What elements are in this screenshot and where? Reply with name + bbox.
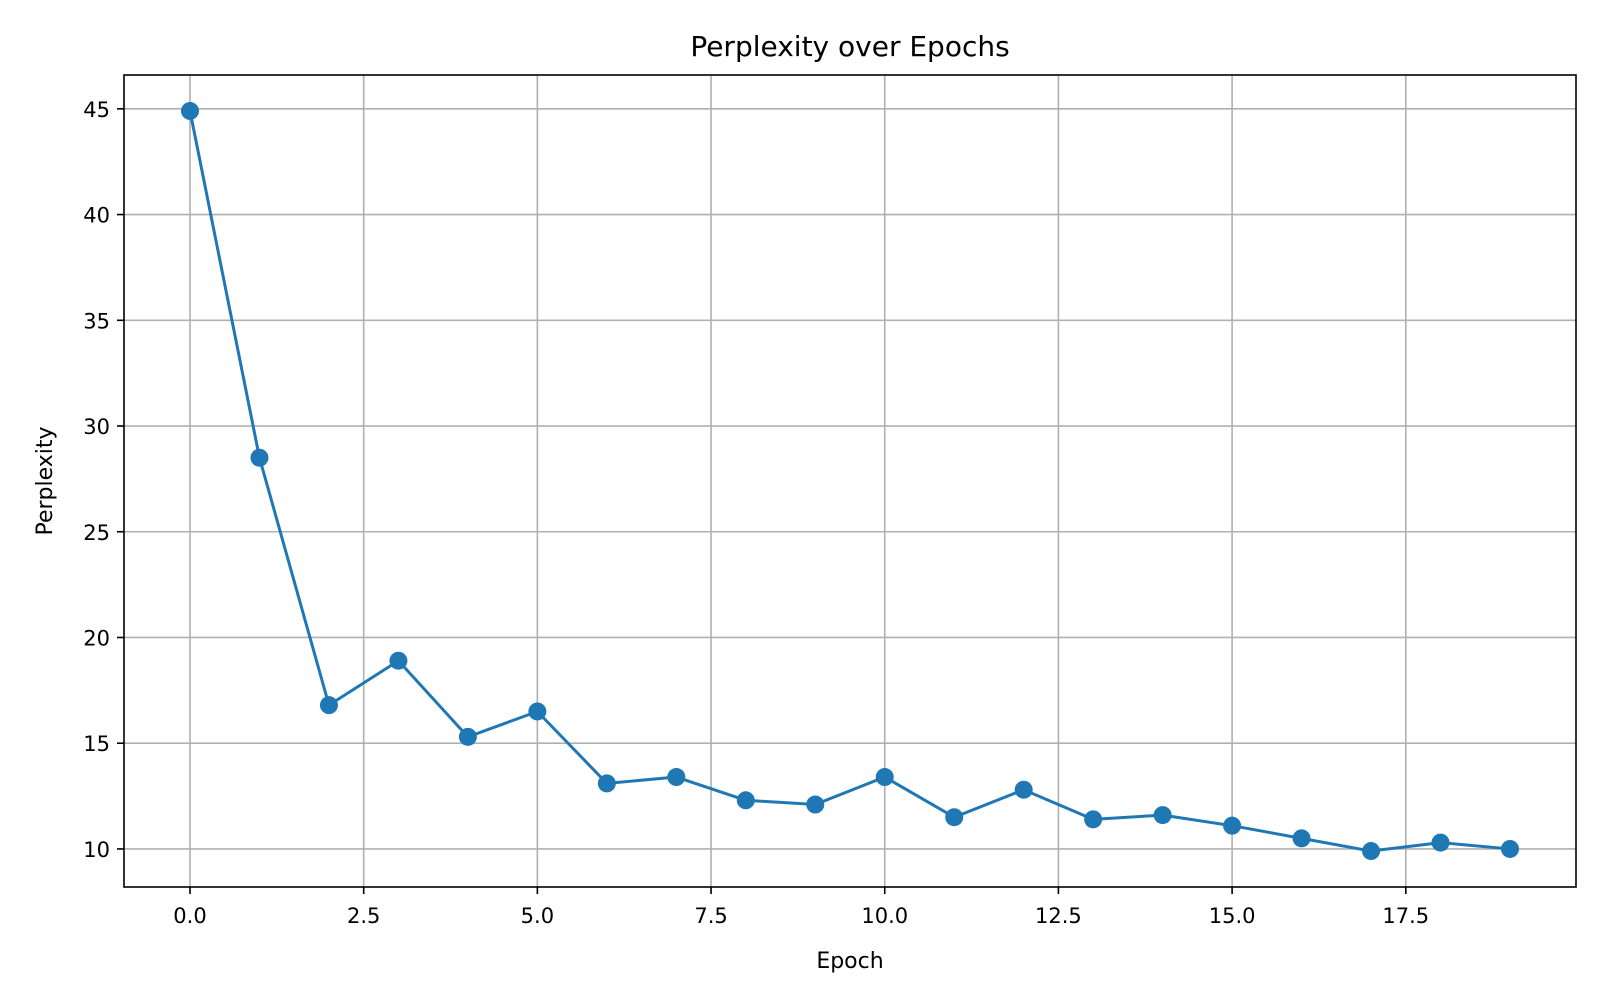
plot-frame xyxy=(123,74,1577,888)
y-tick-label: 15 xyxy=(83,732,110,756)
data-point xyxy=(250,448,269,467)
data-point xyxy=(875,768,894,787)
series-line xyxy=(188,110,1511,853)
tick-layer: 0.0 2.5 5.0 7.5 10.0 12.5 15.0 17.5 10 15 20 25 30 35… xyxy=(83,98,1429,928)
y-tick-label: 10 xyxy=(83,838,110,862)
data-point xyxy=(945,808,964,827)
data-point xyxy=(1084,810,1103,829)
data-point xyxy=(458,727,477,746)
data-point xyxy=(1431,833,1450,852)
y-tick-label: 40 xyxy=(83,204,110,228)
x-tick-label: 0.0 xyxy=(173,904,206,928)
grid-layer xyxy=(124,75,1576,887)
y-axis-label: Perplexity xyxy=(33,426,58,535)
data-point xyxy=(1014,780,1033,799)
data-point xyxy=(389,651,408,670)
x-tick-label: 17.5 xyxy=(1382,904,1429,928)
data-point xyxy=(181,101,199,120)
data-point xyxy=(528,702,547,721)
x-tick-label: 2.5 xyxy=(347,904,380,928)
x-tick-label: 10.0 xyxy=(861,904,908,928)
data-point xyxy=(806,795,825,814)
series-layer xyxy=(181,101,1519,861)
data-point xyxy=(1362,842,1381,861)
y-tick-label: 25 xyxy=(83,521,110,545)
data-point xyxy=(319,696,338,715)
x-tick-label: 15.0 xyxy=(1209,904,1256,928)
x-tick-label: 5.0 xyxy=(521,904,554,928)
x-axis-label: Epoch xyxy=(816,949,883,974)
data-point xyxy=(1223,816,1242,835)
data-point xyxy=(597,774,616,793)
data-point xyxy=(1153,806,1172,825)
y-tick-label: 30 xyxy=(83,415,110,439)
chart-title: Perplexity over Epochs xyxy=(690,30,1009,63)
y-tick-label: 20 xyxy=(83,626,110,650)
data-point xyxy=(736,791,755,810)
data-point xyxy=(667,768,686,787)
x-tick-label: 7.5 xyxy=(694,904,727,928)
data-point xyxy=(1501,839,1519,858)
y-tick-label: 45 xyxy=(83,98,110,122)
y-tick-label: 35 xyxy=(83,309,110,333)
x-tick-label: 12.5 xyxy=(1035,904,1082,928)
data-point xyxy=(1292,829,1311,848)
